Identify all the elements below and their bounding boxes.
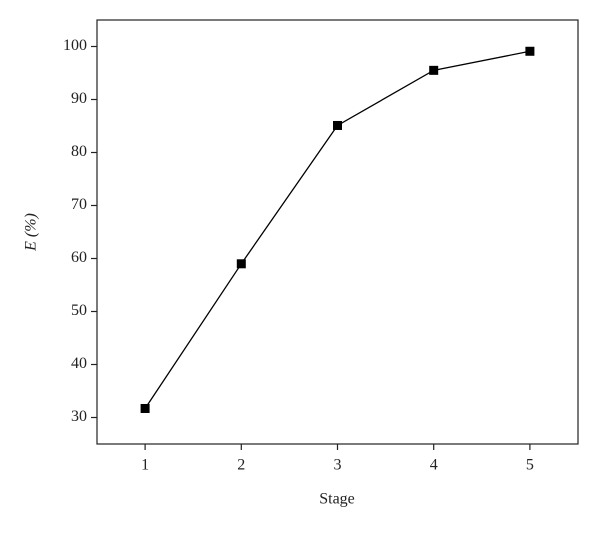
x-tick-label: 4 xyxy=(430,457,438,474)
data-point xyxy=(333,120,342,130)
x-tick-label: 3 xyxy=(334,457,342,474)
y-axis-label: E (%) xyxy=(23,213,40,252)
series-line xyxy=(144,50,531,409)
data-point xyxy=(429,65,439,75)
x-tick-label: 1 xyxy=(141,457,149,474)
x-tick-label: 2 xyxy=(237,457,245,474)
y-tick-label: 100 xyxy=(63,37,87,54)
data-point xyxy=(525,46,535,56)
y-tick-label: 50 xyxy=(71,302,87,319)
data-point xyxy=(140,403,150,413)
plot-frame xyxy=(96,19,579,445)
y-tick-label: 90 xyxy=(71,90,87,107)
y-tick-label: 40 xyxy=(71,355,87,372)
x-tick-label: 5 xyxy=(526,457,534,474)
y-tick-label: 30 xyxy=(71,408,87,425)
y-tick-label: 70 xyxy=(71,196,87,213)
x-axis-label: Stage xyxy=(319,491,355,508)
y-tick-label: 80 xyxy=(71,143,87,160)
y-tick-label: 60 xyxy=(71,249,87,266)
data-point xyxy=(236,259,246,269)
